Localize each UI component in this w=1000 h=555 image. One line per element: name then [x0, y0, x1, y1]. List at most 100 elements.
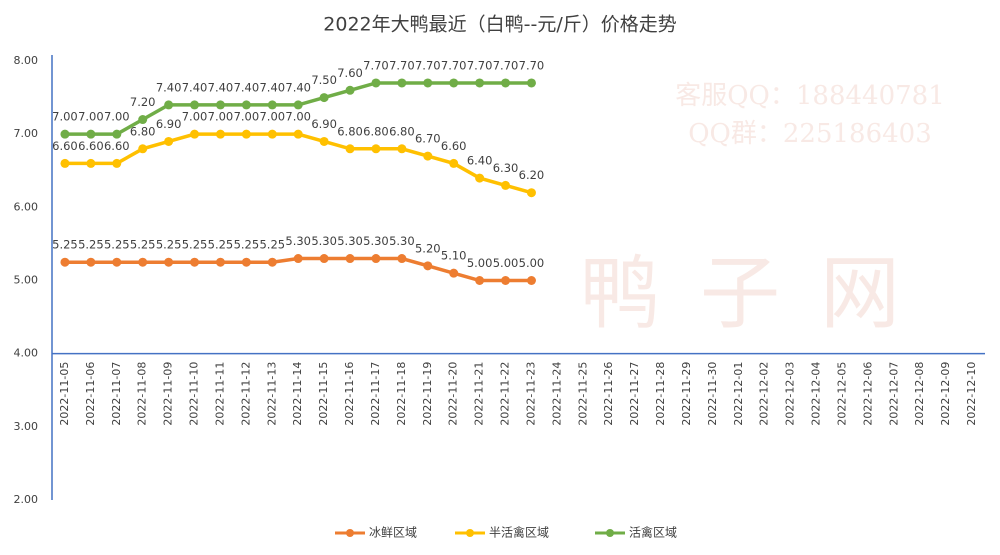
point	[423, 151, 433, 161]
data-label: 7.70	[363, 58, 389, 72]
data-label: 7.00	[52, 110, 78, 124]
data-label: 7.40	[156, 80, 182, 94]
data-label: 6.90	[156, 117, 182, 131]
point	[475, 276, 485, 285]
data-label: 6.60	[78, 139, 104, 153]
x-tick-label: 2022-11-08	[136, 362, 149, 426]
x-tick-label: 2022-11-12	[239, 362, 252, 426]
watermark: 客服QQ：188440781	[675, 81, 945, 111]
data-label: 6.80	[389, 124, 415, 138]
data-label: 5.00	[519, 256, 545, 270]
point	[371, 254, 381, 264]
point	[397, 254, 407, 264]
point	[164, 100, 174, 110]
y-tick-label: 3.00	[14, 420, 39, 433]
data-label: 5.25	[130, 238, 156, 252]
data-label: 5.25	[234, 238, 260, 252]
point	[164, 136, 174, 146]
data-label: 7.70	[441, 58, 467, 72]
point	[267, 129, 277, 139]
data-label: 7.50	[311, 73, 337, 87]
point	[267, 257, 277, 267]
data-label: 7.00	[104, 110, 130, 124]
data-label: 7.70	[519, 58, 545, 72]
point	[345, 144, 355, 154]
point	[423, 78, 433, 88]
point	[319, 93, 329, 103]
point	[138, 144, 148, 154]
legend-label: 活禽区域	[629, 525, 677, 540]
watermark: QQ群：225186403	[688, 119, 932, 149]
x-tick-label: 2022-11-16	[343, 362, 356, 426]
point	[190, 257, 200, 267]
x-tick-label: 2022-11-17	[369, 362, 382, 426]
data-label: 6.90	[311, 117, 337, 131]
point	[345, 254, 355, 264]
data-label: 6.30	[493, 161, 519, 175]
y-tick-label: 5.00	[14, 274, 39, 287]
data-label: 7.70	[493, 58, 519, 72]
data-label: 6.60	[52, 139, 78, 153]
data-label: 7.40	[259, 80, 285, 94]
data-label: 5.25	[259, 238, 285, 252]
point	[241, 129, 251, 139]
point	[293, 129, 303, 139]
point	[215, 100, 225, 110]
legend-label: 半活禽区域	[489, 525, 549, 540]
point	[475, 173, 485, 183]
x-tick-label: 2022-11-19	[421, 362, 434, 426]
data-label: 7.40	[208, 80, 234, 94]
point	[60, 129, 70, 139]
data-label: 5.20	[415, 241, 441, 255]
point	[215, 129, 225, 139]
data-label: 6.70	[415, 132, 441, 146]
legend-marker	[466, 529, 474, 537]
y-tick-label: 8.00	[14, 54, 39, 67]
y-tick-label: 2.00	[14, 493, 39, 506]
data-label: 7.40	[182, 80, 208, 94]
data-label: 5.00	[467, 256, 493, 270]
data-label: 7.00	[208, 110, 234, 124]
point	[112, 257, 122, 267]
data-label: 7.20	[130, 95, 156, 109]
data-label: 6.80	[337, 124, 363, 138]
data-label: 5.25	[104, 238, 130, 252]
point	[423, 261, 433, 271]
x-tick-label: 2022-11-18	[395, 362, 408, 426]
y-tick-label: 6.00	[14, 200, 39, 213]
point	[526, 78, 536, 88]
data-label: 6.60	[104, 139, 130, 153]
watermark: 鸭子网	[580, 247, 940, 340]
chart-title: 2022年大鸭最近（白鸭--元/斤）价格走势	[323, 14, 676, 36]
x-tick-label: 2022-11-29	[680, 362, 693, 426]
point	[112, 158, 122, 168]
data-label: 7.00	[259, 110, 285, 124]
x-tick-label: 2022-11-27	[628, 362, 641, 426]
point	[475, 78, 485, 88]
point	[319, 136, 329, 146]
point	[397, 78, 407, 88]
data-label: 6.80	[363, 124, 389, 138]
data-label: 5.25	[52, 238, 78, 252]
data-label: 5.30	[389, 234, 415, 248]
point	[526, 276, 536, 285]
x-tick-label: 2022-11-05	[58, 362, 71, 426]
data-label: 5.00	[493, 256, 519, 270]
point	[449, 268, 459, 278]
data-label: 6.60	[441, 139, 467, 153]
data-label: 7.00	[78, 110, 104, 124]
x-tick-label: 2022-11-25	[576, 362, 589, 426]
data-label: 5.30	[337, 234, 363, 248]
point	[112, 129, 122, 139]
x-tick-label: 2022-11-13	[265, 362, 278, 426]
data-label: 5.25	[156, 238, 182, 252]
x-tick-label: 2022-11-11	[213, 362, 226, 426]
point	[241, 257, 251, 267]
legend-marker	[346, 529, 354, 537]
data-label: 7.00	[182, 110, 208, 124]
y-tick-label: 4.00	[14, 347, 39, 360]
x-tick-label: 2022-11-21	[473, 362, 486, 426]
point	[138, 115, 148, 125]
x-tick-label: 2022-11-20	[447, 362, 460, 426]
